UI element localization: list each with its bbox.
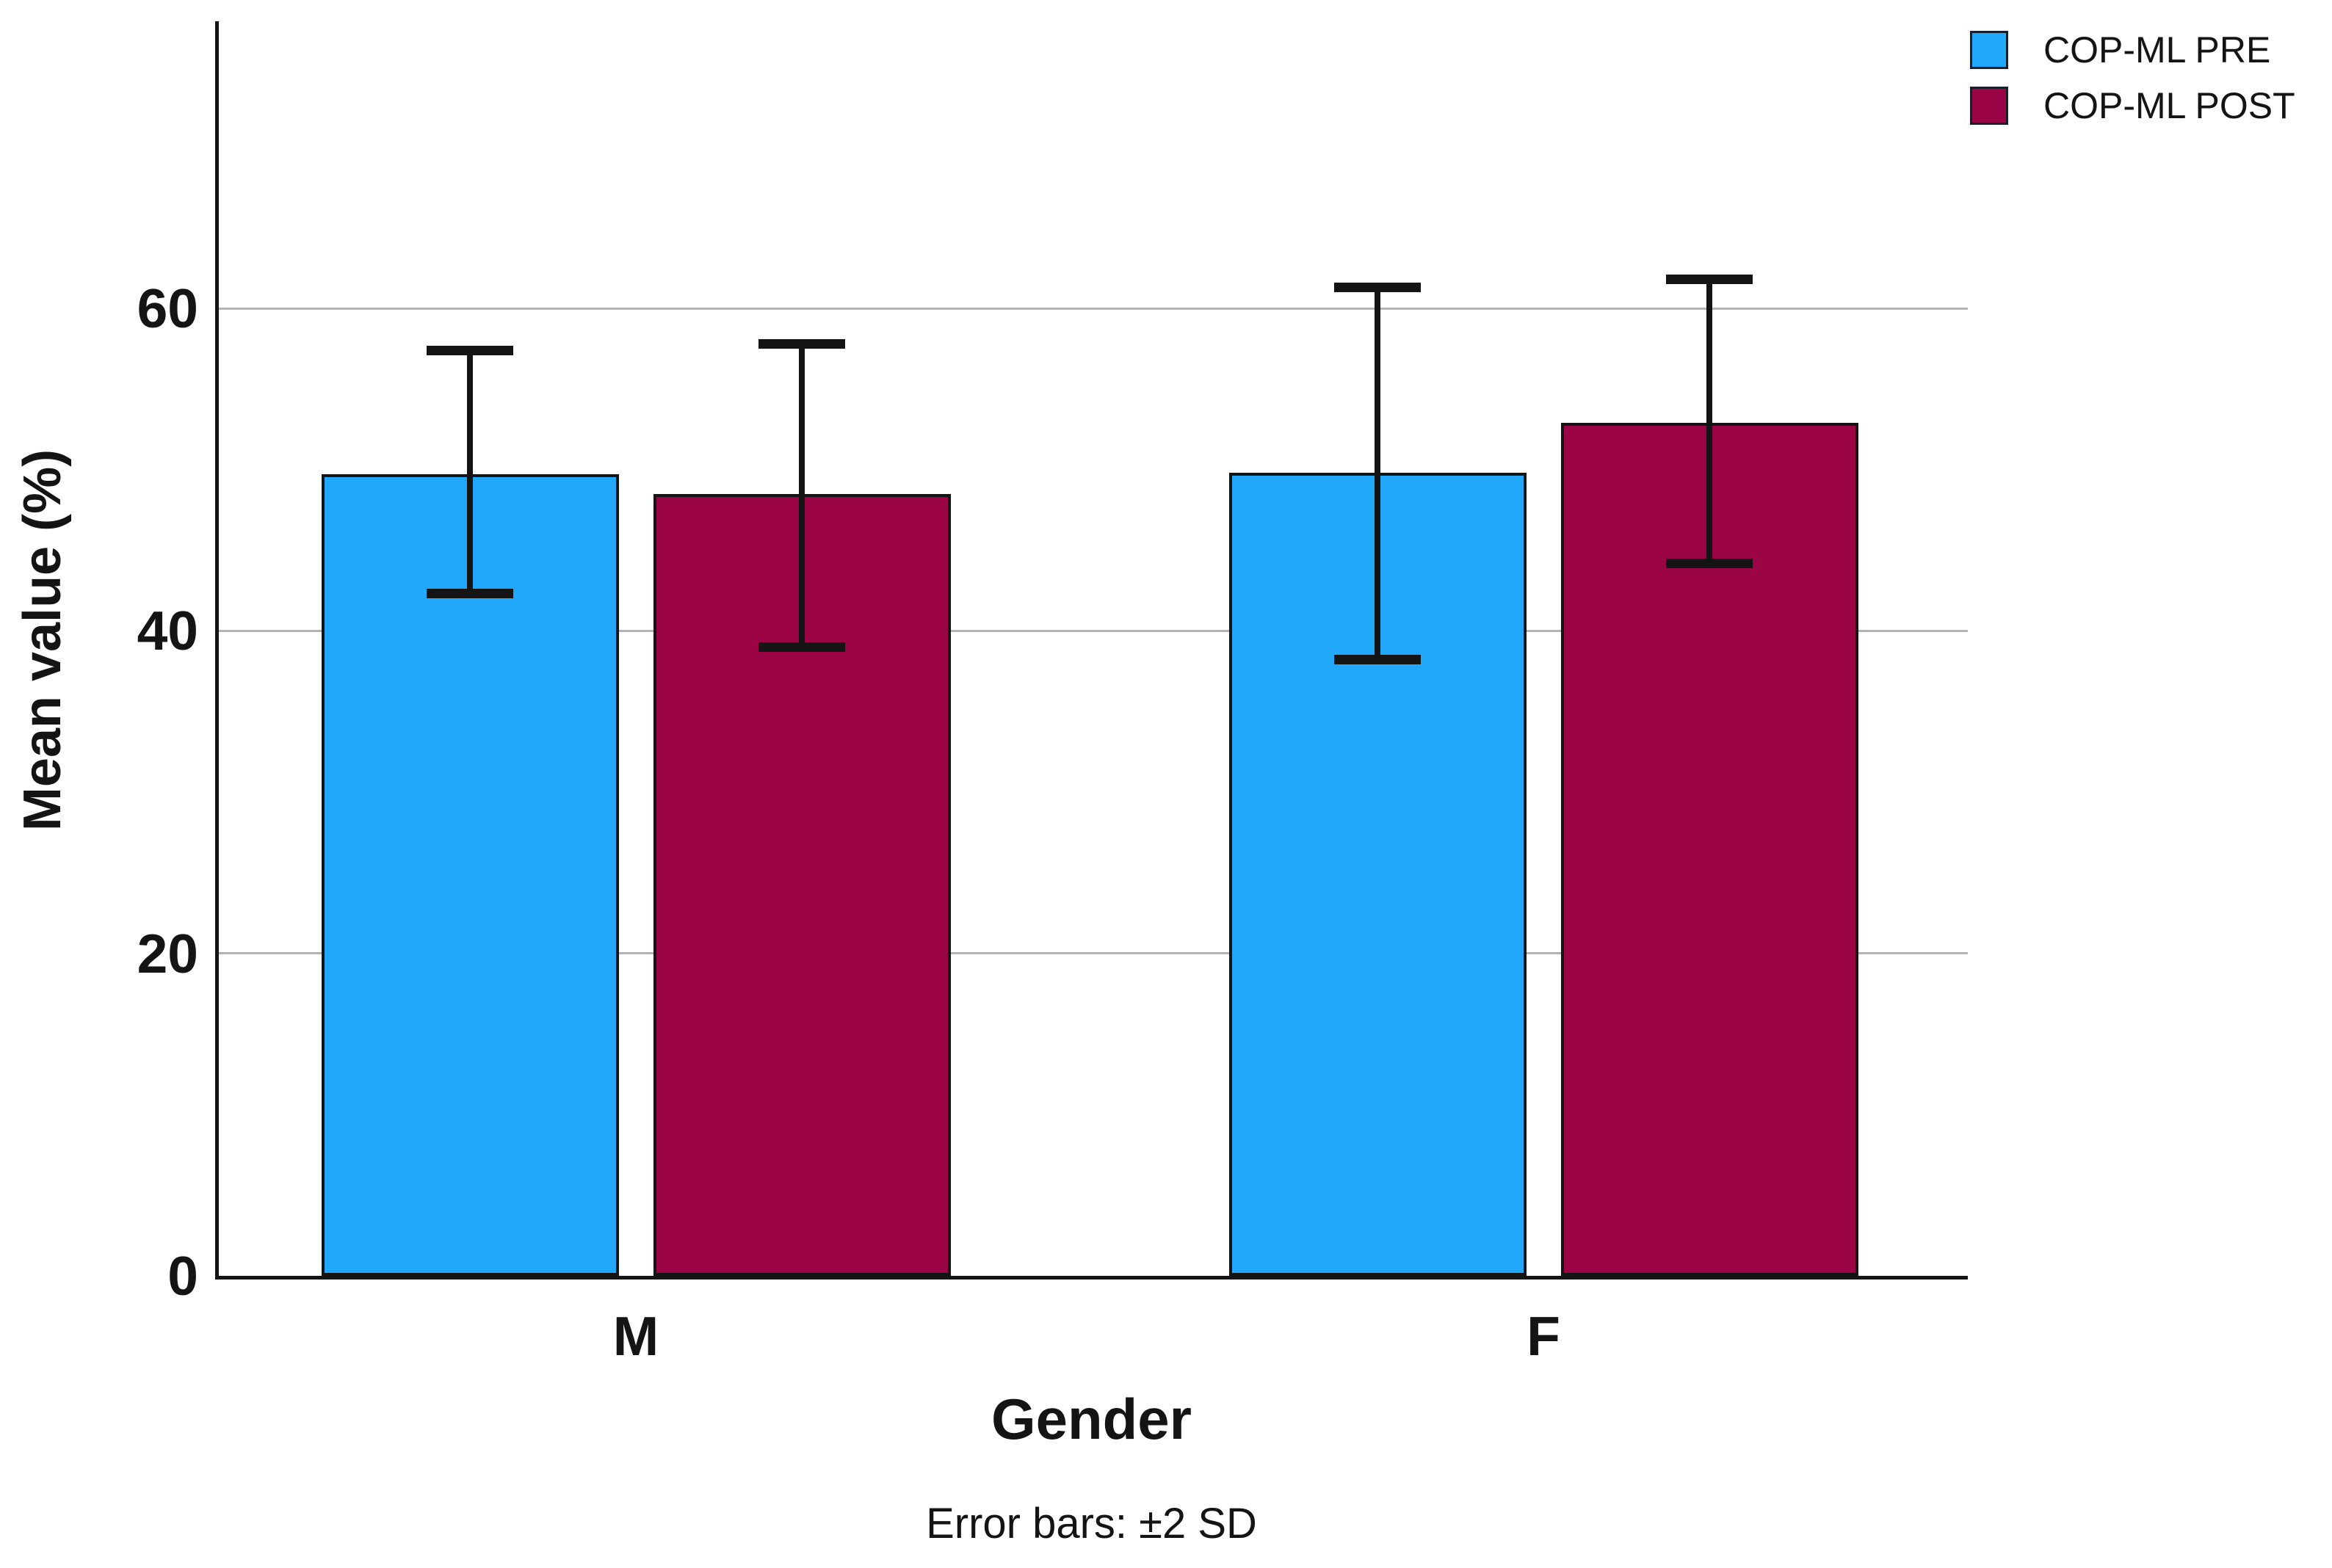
error-bar-cap-bottom: [427, 589, 513, 599]
error-bar-cap-bottom: [1666, 558, 1753, 568]
error-bar-cap-top: [427, 345, 513, 355]
error-bar-stem: [467, 350, 473, 594]
legend-item: COP-ML PRE: [1970, 31, 2295, 69]
x-axis-title: Gender: [991, 1387, 1192, 1451]
legend-item: COP-ML POST: [1970, 87, 2295, 125]
legend-swatch: [1970, 31, 2008, 69]
error-bar-cap-top: [1666, 274, 1753, 284]
gridline-40: [219, 629, 1968, 632]
error-bar-cap-top: [1334, 282, 1421, 292]
error-bar-cap-bottom: [1334, 655, 1421, 665]
legend-swatch: [1970, 87, 2008, 125]
y-tick-label-0: 0: [167, 1245, 198, 1307]
legend-label: COP-ML PRE: [2043, 29, 2271, 70]
legend: COP-ML PRE COP-ML POST: [1970, 31, 2295, 142]
y-tick-label-40: 40: [137, 600, 198, 662]
x-tick-label-F: F: [1527, 1305, 1560, 1367]
x-tick-label-M: M: [612, 1305, 659, 1367]
plot-area: [215, 21, 1968, 1280]
y-axis-title: Mean value (%): [13, 449, 72, 832]
error-bar-stem: [1706, 279, 1712, 564]
error-bar-cap-bottom: [758, 642, 845, 652]
gridline-20: [219, 952, 1968, 955]
y-tick-label-20: 20: [137, 922, 198, 984]
error-bar-stem: [1375, 287, 1380, 660]
error-bar-cap-top: [758, 338, 845, 349]
y-tick-label-60: 60: [137, 277, 198, 339]
error-bars-caption: Error bars: ±2 SD: [926, 1500, 1257, 1547]
gridline-60: [219, 307, 1968, 310]
legend-label: COP-ML POST: [2043, 85, 2295, 126]
error-bar-stem: [799, 344, 805, 647]
bar-M-cop-ml-pre: [321, 474, 619, 1276]
